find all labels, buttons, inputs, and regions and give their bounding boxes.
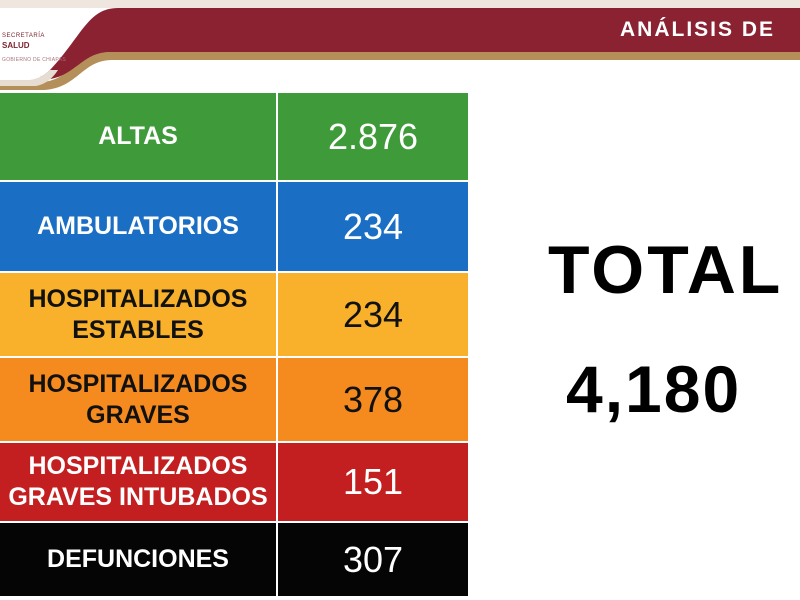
row-label-line: AMBULATORIOS: [37, 212, 239, 240]
table-row-altas: ALTAS 2.876: [0, 93, 468, 180]
row-label-line: GRAVES INTUBADOS: [8, 483, 268, 511]
row-value: 307: [276, 523, 468, 596]
row-label-line: ESTABLES: [72, 315, 204, 344]
row-value: 234: [276, 182, 468, 271]
row-label-line: HOSPITALIZADOS: [28, 452, 248, 480]
table-row-ambulatorios: AMBULATORIOS 234: [0, 180, 468, 271]
row-label: HOSPITALIZADOS GRAVES INTUBADOS: [0, 443, 276, 521]
logo-text-secretaria: SECRETARÍA: [2, 33, 45, 39]
header-banner: SECRETARÍA SALUD GOBIERNO DE CHIAPAS ANÁ…: [0, 0, 800, 90]
row-label-line: HOSPITALIZADOS: [28, 284, 248, 313]
row-value: 234: [276, 273, 468, 356]
row-label-line: DEFUNCIONES: [47, 545, 229, 573]
table-row-defunciones: DEFUNCIONES 307: [0, 521, 468, 596]
total-value: 4,180: [566, 352, 742, 426]
row-value: 151: [276, 443, 468, 521]
row-label-line: GRAVES: [86, 400, 190, 429]
table-row-hospitalizados-estables: HOSPITALIZADOS ESTABLES 234: [0, 271, 468, 356]
header-title: ANÁLISIS DE: [620, 18, 776, 41]
row-label: HOSPITALIZADOS GRAVES: [0, 358, 276, 441]
logo-text-gobierno: GOBIERNO DE CHIAPAS: [2, 57, 66, 63]
row-value: 2.876: [276, 93, 468, 180]
table-row-graves-intubados: HOSPITALIZADOS GRAVES INTUBADOS 151: [0, 441, 468, 521]
status-table: ALTAS 2.876 AMBULATORIOS 234 HOSPITALIZA…: [0, 93, 468, 596]
row-label-line: HOSPITALIZADOS: [28, 369, 248, 398]
table-row-hospitalizados-graves: HOSPITALIZADOS GRAVES 378: [0, 356, 468, 441]
logo-text-salud: SALUD: [2, 41, 30, 50]
row-label-line: ALTAS: [98, 122, 178, 150]
row-label: DEFUNCIONES: [0, 523, 276, 596]
row-value: 378: [276, 358, 468, 441]
row-label: HOSPITALIZADOS ESTABLES: [0, 273, 276, 356]
row-label: AMBULATORIOS: [0, 182, 276, 271]
header-background: [0, 0, 800, 90]
row-label: ALTAS: [0, 93, 276, 180]
total-label: TOTAL: [548, 232, 784, 308]
